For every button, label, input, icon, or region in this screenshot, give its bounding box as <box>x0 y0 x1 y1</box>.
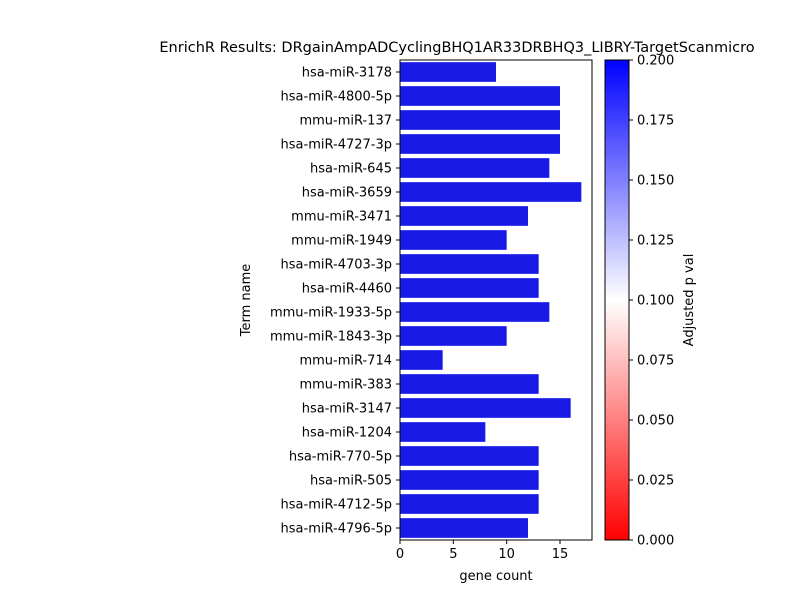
bar <box>400 446 539 466</box>
colorbar-tick-label: 0.025 <box>637 474 674 489</box>
y-tick-label: hsa-miR-645 <box>310 162 392 177</box>
x-tick-label: 5 <box>449 547 457 562</box>
y-tick-label: hsa-miR-4800-5p <box>281 90 392 105</box>
y-tick-label: mmu-miR-1949 <box>291 234 392 249</box>
colorbar-tick-label: 0.075 <box>637 354 674 369</box>
y-tick-label: mmu-miR-137 <box>299 114 392 129</box>
colorbar-tick-label: 0.125 <box>637 234 674 249</box>
colorbar-tick-label: 0.200 <box>637 54 674 69</box>
bar <box>400 470 539 490</box>
y-tick-labels: hsa-miR-3178 hsa-miR-4800-5p mmu-miR-137 hs… <box>270 66 400 537</box>
colorbar-tick-label: 0.050 <box>637 414 674 429</box>
bar <box>400 350 443 370</box>
bar <box>400 110 560 130</box>
bar <box>400 518 528 538</box>
bar <box>400 278 539 298</box>
x-tick-label: 10 <box>498 547 515 562</box>
bar <box>400 326 507 346</box>
colorbar-tick-label: 0.175 <box>637 114 674 129</box>
y-tick-label: mmu-miR-383 <box>299 378 392 393</box>
y-tick-label: hsa-miR-505 <box>310 474 392 489</box>
bar <box>400 494 539 514</box>
chart-title: EnrichR Results: DRgainAmpADCyclingBHQ1A… <box>159 40 754 56</box>
y-tick-label: mmu-miR-1843-3p <box>270 330 392 345</box>
y-tick-label: hsa-miR-3659 <box>302 186 392 201</box>
y-tick-label: hsa-miR-4703-3p <box>281 258 392 273</box>
plot-frame <box>399 59 593 541</box>
bar <box>400 230 507 250</box>
bar <box>400 158 550 178</box>
bar <box>400 62 496 82</box>
y-tick-label: hsa-miR-3147 <box>302 402 392 417</box>
colorbar-tick-label: 0.000 <box>637 534 674 549</box>
bar <box>400 254 539 274</box>
y-tick-label: mmu-miR-714 <box>299 354 392 369</box>
colorbar <box>604 59 630 541</box>
x-ticks: 0 5 10 15 <box>396 540 568 562</box>
bar <box>400 206 528 226</box>
bar <box>400 374 539 394</box>
x-tick-label: 0 <box>396 547 404 562</box>
y-tick-label: mmu-miR-3471 <box>291 210 392 225</box>
x-axis-label: gene count <box>459 569 532 584</box>
y-tick-label: hsa-miR-1204 <box>302 426 392 441</box>
y-tick-label: hsa-miR-770-5p <box>289 450 392 465</box>
bar <box>400 422 486 442</box>
colorbar-tick-label: 0.100 <box>637 294 674 309</box>
x-tick-label: 15 <box>552 547 569 562</box>
y-tick-label: hsa-miR-4712-5p <box>281 498 392 513</box>
bar <box>400 86 560 106</box>
bar <box>400 302 550 322</box>
bar <box>400 134 560 154</box>
y-axis-label: Term name <box>239 264 254 338</box>
y-tick-label: hsa-miR-4727-3p <box>281 138 392 153</box>
y-tick-label: mmu-miR-1933-5p <box>270 306 392 321</box>
y-tick-label: hsa-miR-3178 <box>302 66 392 81</box>
y-tick-label: hsa-miR-4796-5p <box>281 522 392 537</box>
colorbar-tick-label: 0.150 <box>637 174 674 189</box>
y-tick-label: hsa-miR-4460 <box>302 282 392 297</box>
colorbar-label: Adjusted p val <box>682 254 697 347</box>
colorbar-ticks: 0.000 0.025 0.050 0.075 0.100 0.125 0.150 0.175… <box>629 54 674 549</box>
bars-group <box>400 62 582 538</box>
bar <box>400 182 582 202</box>
bar <box>400 398 571 418</box>
